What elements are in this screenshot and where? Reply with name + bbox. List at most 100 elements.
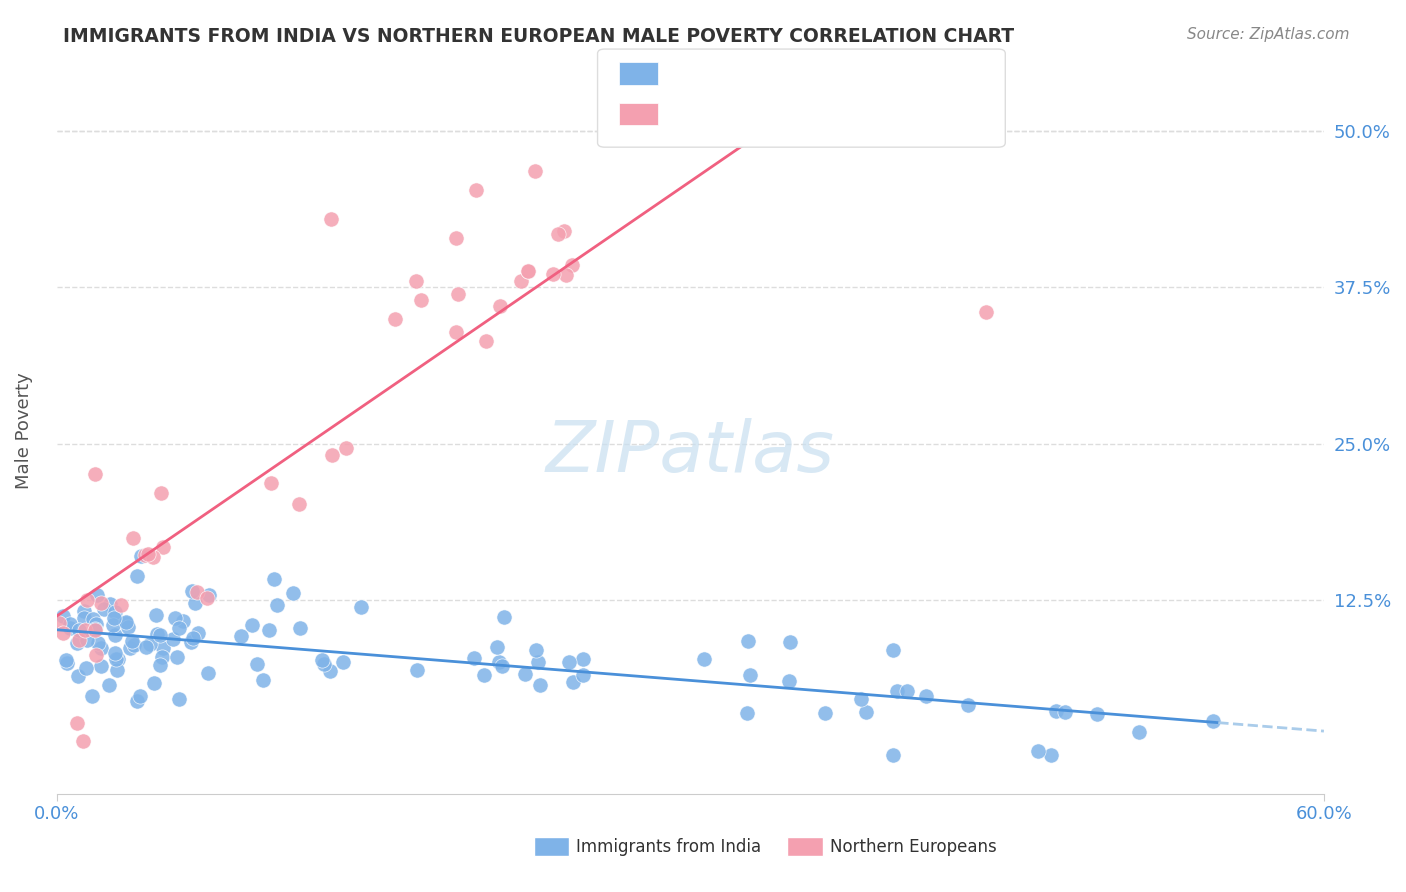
- Text: N = 114: N = 114: [844, 65, 920, 83]
- Point: [956, 698, 979, 713]
- Point: [104, 627, 127, 641]
- Point: [129, 549, 152, 564]
- Point: [281, 586, 304, 600]
- Point: [104, 605, 127, 619]
- Point: [252, 673, 274, 687]
- Point: [472, 668, 495, 682]
- Point: [740, 668, 762, 682]
- Point: [882, 747, 904, 762]
- Point: [350, 600, 373, 615]
- Point: [105, 652, 128, 666]
- Point: [180, 635, 202, 649]
- Point: [553, 224, 575, 238]
- Point: [66, 668, 89, 682]
- Point: [115, 615, 138, 630]
- Point: [128, 689, 150, 703]
- Point: [87, 636, 110, 650]
- Point: [198, 588, 221, 602]
- Point: [547, 227, 569, 241]
- Point: [311, 653, 333, 667]
- Point: [517, 263, 540, 277]
- Point: [67, 633, 90, 648]
- Point: [135, 640, 157, 654]
- Point: [48, 615, 70, 630]
- Point: [321, 211, 343, 226]
- Point: [167, 621, 190, 635]
- Point: [779, 634, 801, 648]
- Point: [405, 274, 427, 288]
- Point: [107, 652, 129, 666]
- Point: [1040, 747, 1063, 762]
- Point: [56, 656, 79, 670]
- Point: [693, 652, 716, 666]
- Point: [165, 611, 187, 625]
- Point: [167, 691, 190, 706]
- Point: [152, 640, 174, 655]
- Point: [1053, 705, 1076, 719]
- Point: [1026, 744, 1049, 758]
- Point: [122, 638, 145, 652]
- Point: [1085, 706, 1108, 721]
- Point: [543, 267, 565, 281]
- Point: [1128, 724, 1150, 739]
- Point: [186, 584, 208, 599]
- Point: [136, 547, 159, 561]
- Point: [90, 659, 112, 673]
- Point: [335, 441, 357, 455]
- Point: [90, 640, 112, 655]
- Y-axis label: Male Poverty: Male Poverty: [15, 373, 32, 490]
- Point: [149, 657, 172, 672]
- Point: [494, 610, 516, 624]
- Point: [524, 643, 547, 657]
- Point: [240, 618, 263, 632]
- Point: [149, 628, 172, 642]
- Point: [58, 621, 80, 635]
- Text: Northern Europeans: Northern Europeans: [830, 838, 997, 855]
- Point: [52, 609, 75, 624]
- Point: [125, 569, 148, 583]
- Point: [103, 611, 125, 625]
- Point: [411, 293, 433, 308]
- Point: [82, 689, 104, 703]
- Point: [319, 665, 342, 679]
- Text: IMMIGRANTS FROM INDIA VS NORTHERN EUROPEAN MALE POVERTY CORRELATION CHART: IMMIGRANTS FROM INDIA VS NORTHERN EUROPE…: [63, 27, 1014, 45]
- Point: [882, 643, 904, 657]
- Point: [84, 623, 107, 637]
- Text: R =  0.558: R = 0.558: [671, 105, 779, 123]
- Point: [105, 663, 128, 677]
- Point: [66, 715, 89, 730]
- Point: [405, 663, 427, 677]
- Point: [446, 325, 468, 339]
- Point: [51, 625, 73, 640]
- Point: [778, 674, 800, 689]
- Point: [245, 657, 267, 671]
- Text: R = -0.573: R = -0.573: [671, 65, 779, 83]
- Text: N = 44: N = 44: [844, 105, 908, 123]
- Point: [447, 286, 470, 301]
- Point: [263, 572, 285, 586]
- Point: [76, 633, 98, 648]
- Point: [55, 653, 77, 667]
- Point: [143, 675, 166, 690]
- Point: [513, 667, 536, 681]
- Point: [117, 619, 139, 633]
- Point: [120, 640, 142, 655]
- Point: [855, 705, 877, 719]
- Point: [974, 305, 997, 319]
- Point: [181, 631, 204, 645]
- Point: [849, 692, 872, 706]
- Point: [138, 637, 160, 651]
- Point: [142, 549, 165, 564]
- Point: [93, 602, 115, 616]
- Point: [491, 658, 513, 673]
- Point: [73, 604, 96, 618]
- Point: [516, 264, 538, 278]
- Point: [257, 623, 280, 637]
- Point: [110, 598, 132, 612]
- Point: [84, 648, 107, 662]
- Point: [197, 666, 219, 681]
- Point: [146, 627, 169, 641]
- Point: [290, 621, 312, 635]
- Point: [73, 623, 96, 637]
- Point: [510, 274, 533, 288]
